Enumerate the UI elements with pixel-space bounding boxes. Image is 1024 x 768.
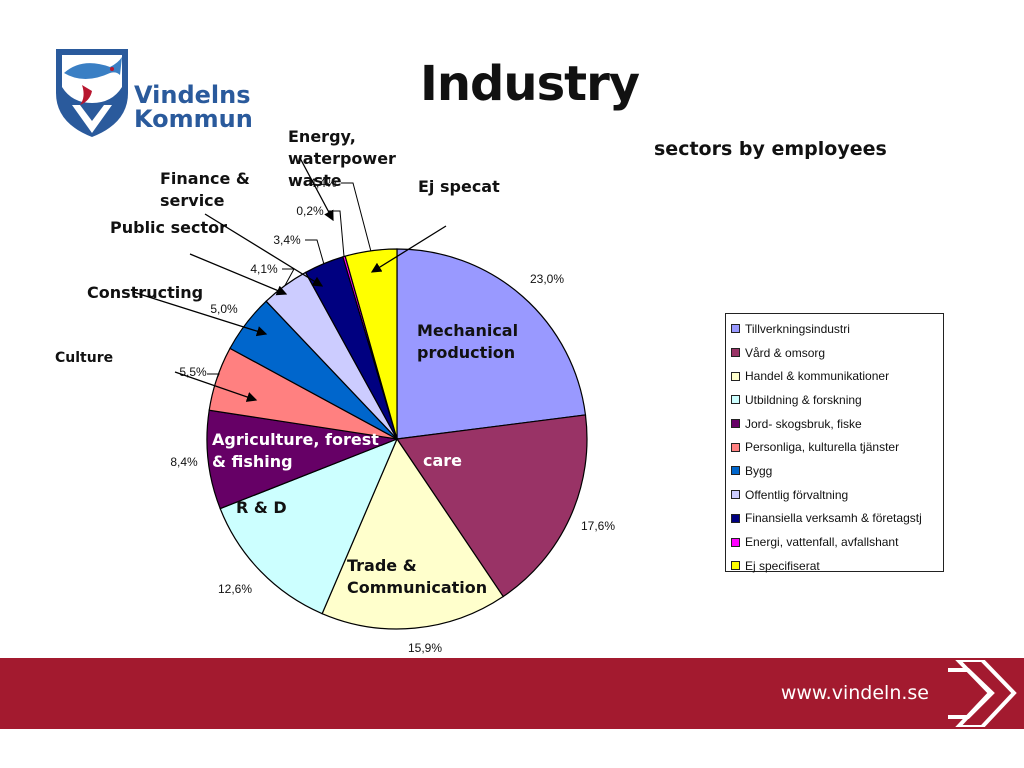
legend-item-0: Tillverkningsindustri: [731, 317, 943, 341]
pct-label-0: 23,0%: [530, 272, 564, 286]
annotation-10: Ej specat: [418, 177, 500, 196]
pct-label-1: 17,6%: [581, 519, 615, 533]
legend-swatch-4: [731, 419, 740, 429]
legend-label-7: Offentlig förvaltning: [745, 487, 849, 502]
legend-item-10: Ej specifiserat: [731, 554, 943, 578]
legend-label-0: Tillverkningsindustri: [745, 321, 850, 336]
pct-leader-line-10: [341, 182, 372, 251]
legend-label-6: Bygg: [745, 463, 773, 478]
legend-swatch-2: [731, 371, 740, 381]
footer-bar: www.vindeln.se: [0, 658, 1024, 729]
pct-label-8: 3,4%: [273, 233, 301, 247]
pct-leader-line-9: [328, 210, 345, 257]
pie-slice-1: [395, 414, 588, 598]
annotation-1: care: [423, 451, 462, 470]
legend-item-8: Finansiella verksamh & företagstj: [731, 507, 943, 531]
legend-item-4: Jord- skogsbruk, fiske: [731, 412, 943, 436]
chevron-logo-icon: [948, 660, 1017, 727]
legend-item-1: Vård & omsorg: [731, 341, 943, 365]
pie-slice-4: [206, 409, 400, 510]
pct-leader-line-8: [305, 239, 325, 264]
legend-swatch-1: [731, 348, 740, 358]
chart-subtitle: sectors by employees: [654, 138, 887, 160]
footer-url[interactable]: www.vindeln.se: [780, 682, 929, 704]
annotation-arrow-0: [132, 291, 268, 337]
annotation-8: Finance & service: [160, 169, 250, 210]
legend-item-9: Energi, vattenfall, avfallshant: [731, 530, 943, 554]
annotation-6: Constructing: [87, 283, 203, 302]
vindeln-logo: Vindelns Kommun: [52, 45, 253, 140]
annotation-3: R & D: [236, 498, 287, 517]
page-title: Industry: [420, 56, 640, 112]
pct-label-2: 15,9%: [408, 641, 442, 655]
annotation-9: Energy, waterpower waste: [288, 127, 396, 190]
annotation-7: Public sector: [110, 218, 227, 237]
legend-item-6: Bygg: [731, 459, 943, 483]
pie-slice-0: [396, 248, 587, 440]
pct-label-10: 4,4%: [309, 176, 337, 190]
legend-label-1: Vård & omsorg: [745, 345, 826, 360]
legend-swatch-7: [731, 490, 740, 500]
annotation-2: Trade & Communication: [347, 556, 487, 597]
pie-chart: 23,0% 17,6% 15,9% 12,6% 8,4% 5,5% 5,0% 4,1% 3,4%…: [55, 127, 615, 655]
pct-label-3: 12,6%: [218, 582, 252, 596]
logo-name-line2: Kommun: [134, 105, 253, 133]
legend-label-4: Jord- skogsbruk, fiske: [745, 416, 862, 431]
legend-label-5: Personliga, kulturella tjänster: [745, 440, 900, 455]
annotation-arrow-4: [299, 157, 334, 222]
legend-swatch-3: [731, 395, 740, 405]
pct-label-6: 5,0%: [210, 302, 238, 316]
pie-slice-3: [219, 437, 399, 615]
pct-label-9: 0,2%: [296, 204, 324, 218]
legend-swatch-10: [731, 561, 740, 571]
legend-label-8: Finansiella verksamh & företagstj: [745, 511, 922, 526]
annotation-5: Culture: [55, 350, 113, 366]
chart-legend: Tillverkningsindustri Vård & omsorg Handel…: [725, 313, 944, 573]
annotation-arrow-2: [189, 253, 288, 296]
legend-swatch-8: [731, 513, 740, 523]
legend-swatch-5: [731, 442, 740, 452]
annotation-0: Mechanical production: [417, 321, 518, 362]
annotation-arrow-5: [370, 225, 447, 273]
annotation-arrow-3: [204, 213, 324, 287]
legend-item-5: Personliga, kulturella tjänster: [731, 435, 943, 459]
pie-slice-2: [321, 437, 505, 630]
logo-name-line1: Vindelns: [134, 81, 251, 109]
pct-leader-line-5: [207, 373, 220, 379]
legend-label-2: Handel & kommunikationer: [745, 369, 890, 384]
annotation-arrow-1: [174, 371, 258, 402]
legend-swatch-0: [731, 324, 740, 334]
pct-label-5: 5,5%: [179, 365, 207, 379]
legend-item-2: Handel & kommunikationer: [731, 364, 943, 388]
pie-slice-10: [344, 248, 398, 440]
legend-item-3: Utbildning & forskning: [731, 388, 943, 412]
annotation-4: Agriculture, forest & fishing: [212, 430, 379, 471]
legend-item-7: Offentlig förvaltning: [731, 483, 943, 507]
legend-label-10: Ej specifiserat: [745, 558, 820, 573]
legend-label-9: Energi, vattenfall, avfallshant: [745, 535, 899, 550]
legend-label-3: Utbildning & forskning: [745, 392, 862, 407]
coat-of-arms-icon: [56, 49, 128, 137]
pct-label-7: 4,1%: [250, 262, 278, 276]
pct-label-4: 8,4%: [170, 455, 198, 469]
legend-swatch-9: [731, 537, 740, 547]
legend-swatch-6: [731, 466, 740, 476]
